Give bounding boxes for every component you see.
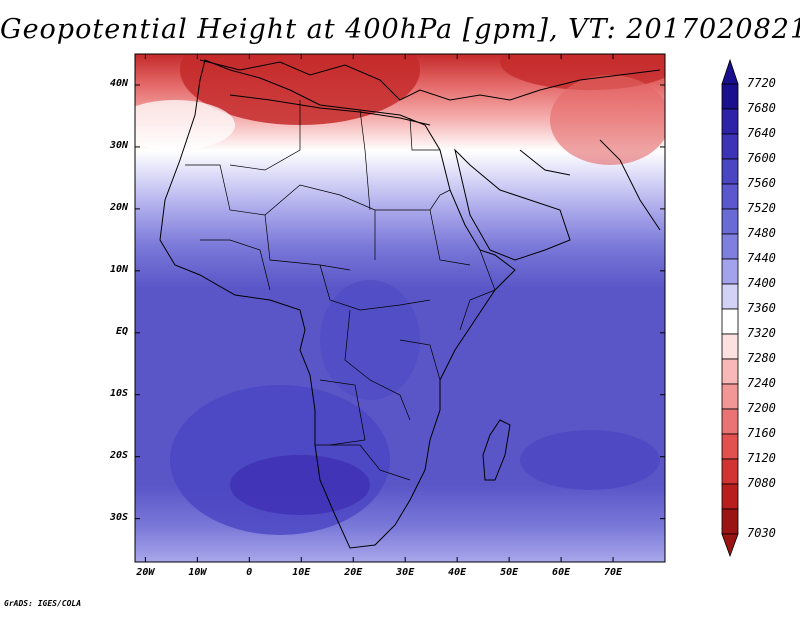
blue-core-indian: [520, 430, 660, 490]
colorbar-swatch: [721, 483, 739, 510]
colorbar-swatch: [721, 333, 739, 360]
persian-gulf: [519, 149, 571, 176]
colorbar-swatch: [721, 358, 739, 385]
colorbar-swatch: [721, 208, 739, 235]
colorbar-level-label: 7280: [747, 351, 776, 365]
colorbar-swatch: [721, 433, 739, 460]
colorbar-swatch: [721, 233, 739, 260]
grads-credit: GrADS: IGES/COLA: [4, 599, 82, 608]
colorbar-swatch: [721, 258, 739, 285]
colorbar-level-label: 7160: [747, 426, 776, 440]
lon-label: 20E: [344, 567, 363, 578]
colorbar-level-label: 7600: [747, 151, 776, 165]
coastlines: [159, 59, 661, 549]
lat-label: 10S: [109, 387, 128, 399]
colorbar-swatch: [721, 458, 739, 485]
blue-core-inner: [230, 455, 370, 515]
colorbar-swatch: [721, 308, 739, 335]
colorbar-swatch: [721, 508, 739, 535]
lon-label: 0: [246, 567, 253, 578]
colorbar-level-label: 7360: [747, 301, 776, 315]
lat-label: EQ: [115, 325, 128, 337]
colorbar-level-label: 7480: [747, 226, 776, 240]
country-borders: [185, 100, 496, 481]
axis-ticks: [135, 54, 665, 562]
colorbar-swatch: [721, 383, 739, 410]
mediterranean-south: [229, 94, 431, 126]
india-coast: [599, 139, 661, 231]
blue-congo: [320, 280, 420, 400]
lat-label: 30N: [109, 139, 128, 151]
lat-label: 30S: [109, 511, 128, 523]
lon-label: 10W: [188, 567, 207, 578]
lat-label: 20N: [109, 201, 128, 213]
arabian-peninsula: [454, 148, 571, 261]
europe-coast: [199, 59, 661, 101]
field-shading: [135, 54, 665, 562]
colorbar-top-arrow: [721, 58, 739, 85]
africa-coastline: [159, 59, 516, 549]
lon-label: 50E: [500, 567, 519, 578]
colorbar-swatch: [721, 108, 739, 135]
lon-label: 40E: [448, 567, 467, 578]
colorbar-level-label: 7320: [747, 326, 776, 340]
lon-label: 30E: [396, 567, 415, 578]
colorbar-level-label: 7640: [747, 126, 776, 140]
colorbar-level-label: 7440: [747, 251, 776, 265]
colorbar-level-label: 7680: [747, 101, 776, 115]
lat-label: 20S: [109, 449, 128, 461]
colorbar-bottom-arrow: [721, 533, 739, 558]
plot-frame: [134, 53, 666, 563]
colorbar-swatch: [721, 133, 739, 160]
colorbar-level-label: 7080: [747, 476, 776, 490]
lon-label: 60E: [552, 567, 571, 578]
map-title: Geopotential Height at 400hPa [gpm], VT:…: [0, 14, 800, 45]
lon-label: 20W: [136, 567, 155, 578]
lon-label: 70E: [604, 567, 623, 578]
colorbar-level-label: 7030: [747, 526, 776, 540]
colorbar-level-label: 7520: [747, 201, 776, 215]
madagascar: [482, 419, 511, 481]
colorbar-swatch: [721, 283, 739, 310]
colorbar-swatch: [721, 183, 739, 210]
lat-label: 40N: [109, 77, 128, 89]
colorbar-level-label: 7120: [747, 451, 776, 465]
red-mid-east: [550, 75, 665, 165]
colorbar-swatch: [721, 158, 739, 185]
colorbar-swatch: [721, 83, 739, 110]
colorbar-level-label: 7560: [747, 176, 776, 190]
lon-label: 10E: [292, 567, 311, 578]
colorbar: [721, 58, 739, 558]
colorbar-level-label: 7240: [747, 376, 776, 390]
lat-label: 10N: [109, 263, 128, 275]
colorbar-swatch: [721, 408, 739, 435]
colorbar-level-label: 7200: [747, 401, 776, 415]
white-band-west: [135, 100, 235, 150]
colorbar-level-label: 7720: [747, 76, 776, 90]
colorbar-level-label: 7400: [747, 276, 776, 290]
